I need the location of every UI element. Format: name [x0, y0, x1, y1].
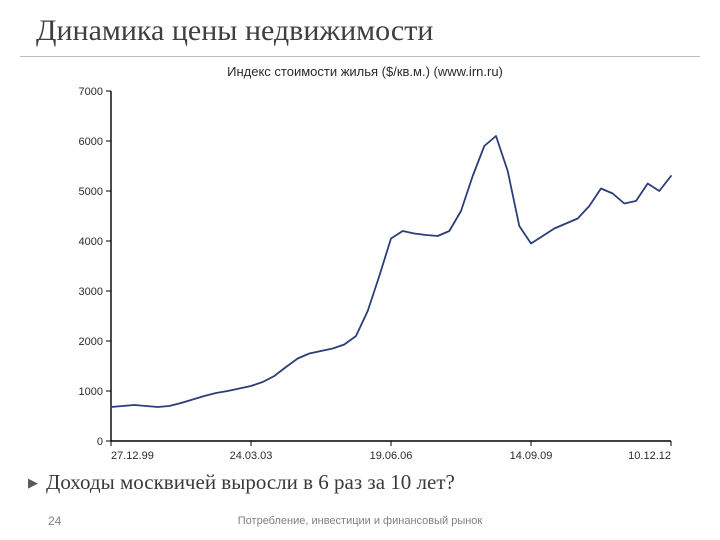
page-number: 24 — [48, 514, 61, 528]
svg-text:10.12.12: 10.12.12 — [628, 450, 671, 462]
svg-text:6000: 6000 — [79, 136, 103, 148]
chart-title: Индекс стоимости жилья ($/кв.м.) (www.ir… — [65, 64, 665, 79]
svg-text:2000: 2000 — [79, 336, 103, 348]
svg-text:24.03.03: 24.03.03 — [230, 450, 273, 462]
svg-text:1000: 1000 — [79, 386, 103, 398]
bullet-item: ▶ Доходы москвичей выросли в 6 раз за 10… — [28, 470, 455, 495]
bullet-text: Доходы москвичей выросли в 6 раз за 10 л… — [46, 470, 455, 495]
footer: 24 Потребление, инвестиции и финансовый … — [0, 514, 720, 528]
svg-text:4000: 4000 — [79, 236, 103, 248]
svg-text:19.06.06: 19.06.06 — [370, 450, 413, 462]
chart-area: Индекс стоимости жилья ($/кв.м.) (www.ir… — [65, 64, 665, 465]
title-separator — [20, 56, 700, 57]
svg-text:3000: 3000 — [79, 286, 103, 298]
footer-text: Потребление, инвестиции и финансовый рын… — [238, 515, 483, 527]
svg-text:27.12.99: 27.12.99 — [111, 450, 154, 462]
svg-text:14.09.09: 14.09.09 — [510, 450, 553, 462]
svg-text:5000: 5000 — [79, 186, 103, 198]
svg-text:7000: 7000 — [79, 86, 103, 98]
line-chart: 0 1000 2000 3000 4000 5000 6000 7000 27.12.99 24.… — [65, 85, 675, 465]
slide-title: Динамика цены недвижимости — [36, 14, 433, 48]
bullet-marker-icon: ▶ — [28, 475, 38, 491]
svg-text:0: 0 — [97, 436, 103, 448]
